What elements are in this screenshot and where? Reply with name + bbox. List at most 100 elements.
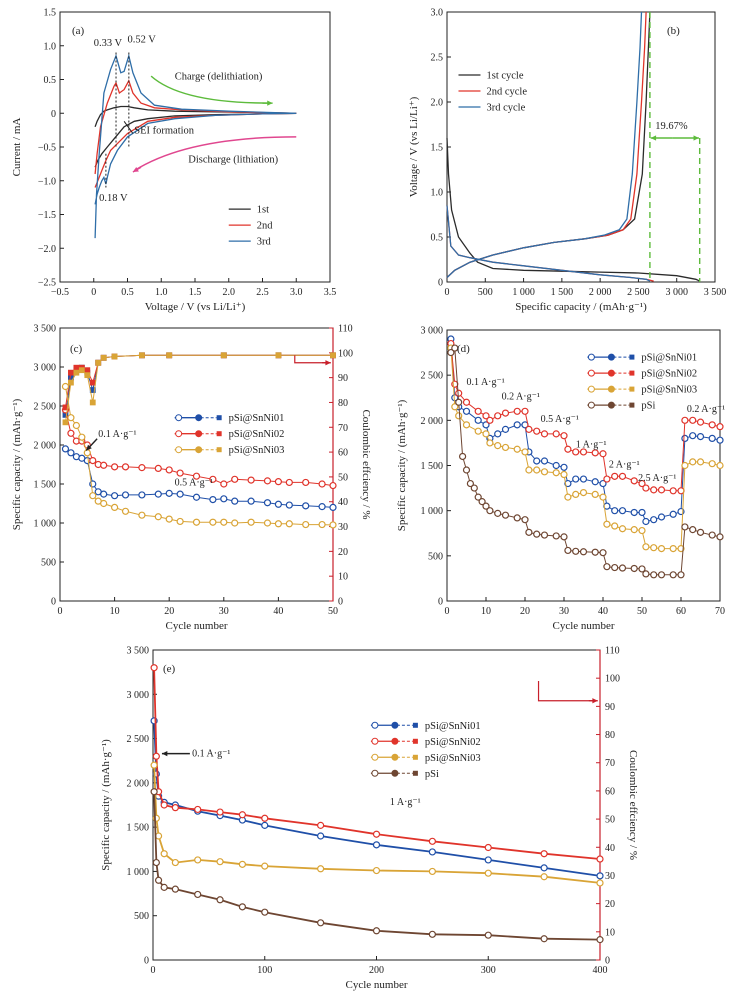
capacity-point-pSi@SnNi02: [152, 752, 160, 760]
capacity-point-pSi@SnNi03: [220, 518, 228, 526]
ce-point-pSi@SnNi03: [62, 419, 69, 426]
x-tick-label: 2.5: [256, 287, 269, 298]
rate-point-pSi@SnNi01: [533, 457, 541, 465]
rate-point-pSi: [716, 533, 724, 541]
ce-point-pSi@SnNi02: [84, 367, 91, 374]
rate-point-pSi@SnNi01: [681, 434, 689, 442]
rate-point-pSi@SnNi01: [482, 421, 490, 429]
capacity-point-pSi@SnNi02: [484, 843, 492, 852]
capacity-point-pSi@SnNi01: [165, 489, 173, 497]
x-tick-label: 0: [151, 965, 156, 976]
legend-marker: [412, 722, 418, 728]
x-tick-label: 300: [481, 965, 496, 976]
capacity-point-pSi@SnNi01: [220, 495, 228, 503]
rate-point-pSi: [630, 564, 638, 573]
capacity-point-pSi@SnNi01: [285, 501, 293, 509]
x-tick-label: 500: [478, 287, 493, 298]
ce-line-pSi@SnNi02: [65, 354, 333, 408]
y-tick-label: −2.0: [38, 244, 56, 255]
rate-point-pSi: [474, 493, 482, 501]
y2-tick-label: 80: [338, 398, 348, 409]
y-axis-title: Specific capacity / (mAh·g⁻¹): [11, 398, 23, 530]
capacity-point-pSi: [152, 858, 160, 867]
rate-point-pSi@SnNi02: [552, 430, 560, 438]
ce-point-pSi@SnNi03: [84, 372, 91, 379]
y-tick-label: 0: [51, 597, 56, 608]
annotation: 2.5 A·g⁻¹: [638, 473, 676, 484]
capacity-point-pSi@SnNi02: [274, 478, 282, 486]
capacity-point-pSi@SnNi03: [160, 850, 168, 858]
ce-point-pSi@SnNi03: [89, 399, 96, 406]
capacity-point-pSi@SnNi03: [329, 521, 337, 529]
panel-label: (a): [72, 25, 85, 37]
y2-tick-label: 50: [338, 472, 348, 483]
rate-point-pSi: [669, 571, 677, 579]
rate-point-pSi: [447, 348, 455, 357]
annotation: Charge (delithiation): [175, 72, 263, 83]
legend-marker: [629, 402, 635, 408]
capacity-point-pSi@SnNi02: [209, 475, 217, 483]
x-axis-title: Cycle number: [345, 979, 407, 991]
rate-point-pSi@SnNi02: [533, 427, 541, 435]
capacity-point-pSi@SnNi03: [540, 873, 548, 881]
legend-label: 3rd: [257, 237, 272, 248]
rate-point-pSi: [618, 564, 627, 572]
rate-point-pSi@SnNi02: [579, 448, 588, 456]
rate-point-pSi@SnNi03: [560, 470, 568, 479]
capacity-point-pSi@SnNi03: [72, 421, 80, 430]
legend-label: pSi@SnNi01: [229, 413, 285, 424]
capacity-point-pSi@SnNi01: [176, 490, 184, 498]
capacity-point-pSi@SnNi01: [428, 848, 436, 856]
capacity-point-pSi: [540, 935, 548, 943]
capacity-point-pSi@SnNi02: [216, 808, 224, 816]
x-tick-label: 1 000: [512, 287, 535, 298]
ce-point-pSi@SnNi03: [78, 367, 85, 374]
y-tick-label: 1 500: [127, 823, 150, 834]
rate-point-pSi: [681, 523, 689, 531]
capacity-point-pSi@SnNi02: [176, 469, 184, 477]
rate-point-pSi@SnNi02: [611, 472, 619, 480]
ce-point-pSi@SnNi02: [68, 369, 74, 376]
capacity-point-pSi@SnNi03: [83, 449, 91, 457]
capacity-point-pSi@SnNi03: [247, 518, 255, 526]
x-tick-label: 10: [481, 606, 491, 617]
cv-curve-3rd: [94, 53, 297, 239]
capacity-point-pSi@SnNi02: [171, 804, 179, 812]
rate-point-pSi: [650, 571, 658, 579]
y-tick-label: 1 000: [421, 506, 444, 517]
x-tick-label: 2.0: [223, 287, 236, 298]
rate-point-pSi@SnNi01: [540, 457, 549, 465]
capacity-point-pSi@SnNi01: [138, 491, 146, 499]
rate-point-pSi@SnNi03: [603, 520, 611, 528]
y-axis-title: Specific capacity / (mAh·g⁻¹): [396, 399, 408, 531]
y-tick-label: 0.5: [431, 233, 444, 244]
y-tick-label: 3 000: [421, 326, 444, 337]
x-tick-label: 0.5: [121, 287, 134, 298]
y-tick-label: 2.5: [431, 53, 444, 64]
annotation: 0.1 A·g⁻¹: [98, 429, 136, 440]
discharge-arrow-head: [132, 166, 139, 172]
y2-tick-label: 10: [605, 927, 615, 938]
legend-marker: [412, 754, 418, 760]
capacity-point-pSi@SnNi02: [596, 855, 604, 863]
capacity-point-pSi: [428, 930, 436, 938]
capacity-point-pSi@SnNi02: [238, 811, 246, 819]
y2-tick-label: 20: [605, 899, 615, 910]
capacity-point-pSi@SnNi01: [596, 872, 604, 880]
x-axis-title: Specific capacity / (mAh·g⁻¹): [515, 301, 647, 313]
capacity-point-pSi@SnNi01: [231, 497, 239, 505]
annotation: 1 A·g⁻¹: [390, 797, 421, 808]
capacity-point-pSi@SnNi01: [61, 445, 70, 453]
rate-point-pSi@SnNi03: [689, 458, 697, 466]
annotation: 0.18 V: [99, 193, 128, 204]
rate-point-pSi: [572, 547, 580, 555]
rate-point-pSi@SnNi02: [603, 475, 611, 483]
y-tick-label: 1.0: [431, 188, 444, 199]
y2-tick-label: 0: [605, 956, 610, 967]
ce-arrow-head: [650, 135, 657, 141]
rate-point-pSi: [696, 528, 705, 536]
y2-tick-label: 70: [605, 758, 615, 769]
rate-point-pSi@SnNi03: [642, 543, 650, 551]
capacity-point-pSi@SnNi01: [192, 493, 201, 501]
legend-marker: [587, 369, 595, 377]
